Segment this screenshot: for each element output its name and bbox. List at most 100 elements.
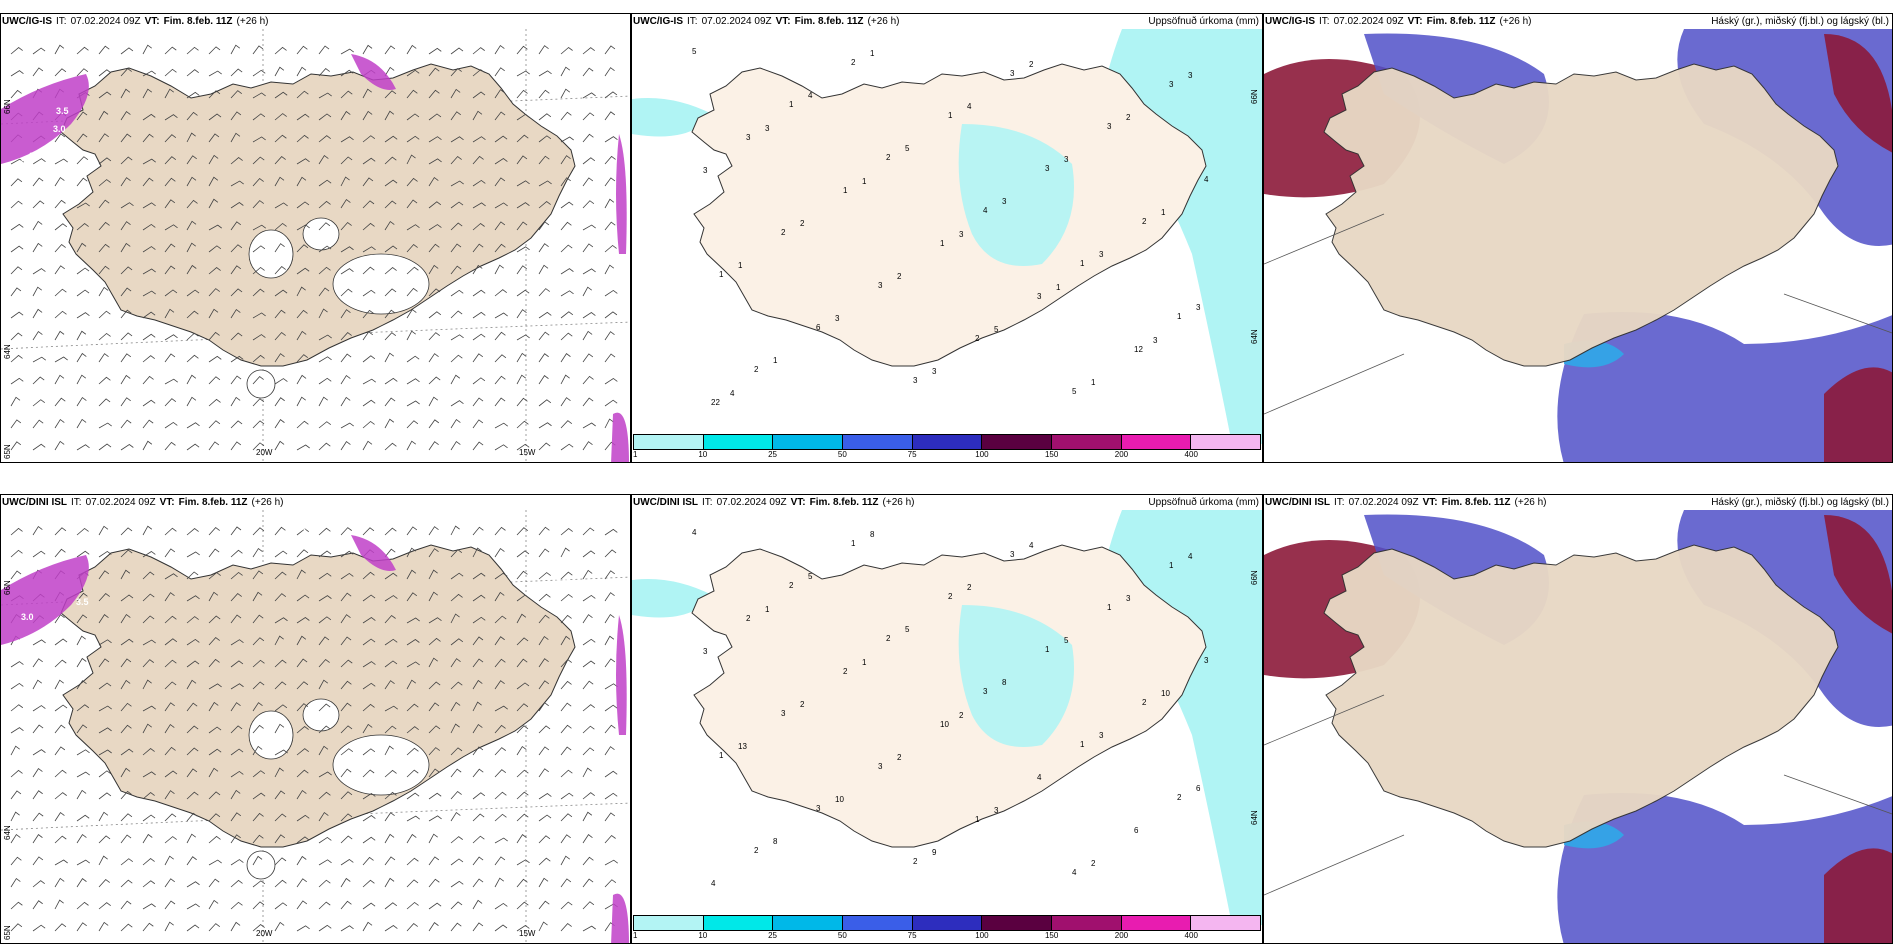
longitude-label: 20W xyxy=(256,929,273,938)
glacier-outline xyxy=(302,698,340,732)
init-time-value: 07.02.2024 09Z xyxy=(1333,16,1404,27)
colorbar-swatch xyxy=(982,435,1053,449)
precipitation-value: 2 xyxy=(967,583,972,592)
precipitation-value: 5 xyxy=(1064,636,1069,645)
init-time-label: IT: xyxy=(687,16,698,27)
precipitation-value: 1 xyxy=(862,658,867,667)
precipitation-value: 3 xyxy=(703,647,708,656)
precipitation-value: 2 xyxy=(800,700,805,709)
contour-label: 2.5 xyxy=(546,557,559,567)
precipitation-value: 3 xyxy=(1099,250,1104,259)
precipitation-value: 3 xyxy=(1010,69,1015,78)
iceland-landmass xyxy=(691,63,1207,367)
precipitation-value: 1 xyxy=(719,270,724,279)
precip-map-canvas: 4223122121213231333141221046455836882510… xyxy=(632,510,1262,925)
precipitation-value: 3 xyxy=(1126,594,1131,603)
precipitation-value: 4 xyxy=(967,102,972,111)
panel-dini-cloud-map: UWC/DINI ISL IT: 07.02.2024 09Z VT: Fim. 8.f… xyxy=(1263,494,1893,944)
precipitation-value: 3 xyxy=(765,124,770,133)
colorbar-swatch xyxy=(1191,435,1261,449)
precipitation-value: 3 xyxy=(1010,550,1015,559)
latitude-label: 64N xyxy=(3,344,12,359)
colorbar-tick-label: 150 xyxy=(1044,931,1059,940)
colorbar-swatch xyxy=(912,435,983,449)
contour-label: 3.0 xyxy=(301,527,314,537)
contour-labels: 3.0 2.5 2.0 3.0 3.5 xyxy=(21,527,569,622)
init-time-label: IT: xyxy=(71,497,82,508)
precipitation-value: 3 xyxy=(1064,155,1069,164)
valid-time-label: VT: xyxy=(775,16,791,27)
colorbar-swatch xyxy=(1052,435,1122,449)
valid-time-value: Fim. 8.feb. 11Z xyxy=(163,16,233,27)
precipitation-value: 3 xyxy=(932,367,937,376)
panel-field-title: Háský (gr.), miðský (fj.bl.) og lágský (… xyxy=(1711,497,1889,508)
latitude-label: 64N xyxy=(1250,329,1259,344)
colorbar-swatch xyxy=(843,435,913,449)
contour-label: 3.5 xyxy=(76,597,89,607)
precipitation-value: 2 xyxy=(1142,698,1147,707)
glacier-outline xyxy=(332,253,430,315)
panel-header: UWC/IG-IS IT: 07.02.2024 09Z VT: Fim. 8.feb.… xyxy=(633,15,1259,29)
glacier-outline xyxy=(248,229,294,279)
map-boundary-lines xyxy=(1264,694,1892,896)
precipitation-value: 1 xyxy=(940,239,945,248)
glacier-outline xyxy=(248,710,294,760)
precipitation-value: 3 xyxy=(913,376,918,385)
panel-field-title: Uppsöfnuð úrkoma (mm) xyxy=(1148,16,1259,27)
colorbar-swatch xyxy=(634,916,704,930)
longitude-label: 15W xyxy=(519,929,536,938)
lead-time: (+26 h) xyxy=(251,497,284,508)
precipitation-value: 3 xyxy=(703,166,708,175)
colorbar-swatch xyxy=(1121,435,1192,449)
precipitation-value: 3 xyxy=(746,133,751,142)
valid-time-label: VT: xyxy=(144,16,160,27)
precipitation-value: 3 xyxy=(1002,197,1007,206)
precipitation-value: 3 xyxy=(816,804,821,813)
wind-barbs xyxy=(10,44,618,451)
precipitation-value: 2 xyxy=(897,272,902,281)
colorbar-tick-label: 10 xyxy=(698,450,708,459)
init-time-label: IT: xyxy=(56,16,67,27)
precipitation-value: 2 xyxy=(1177,793,1182,802)
valid-time-value: Fim. 8.feb. 11Z xyxy=(809,497,879,508)
panel-model-name: UWC/IG-IS xyxy=(2,16,52,27)
precipitation-value: 6 xyxy=(816,323,821,332)
precipitation-value: 4 xyxy=(711,879,716,888)
precipitation-value: 10 xyxy=(1161,689,1170,698)
latitude-label: 64N xyxy=(3,825,12,840)
precipitation-value: 3 xyxy=(959,230,964,239)
colorbar-swatch xyxy=(773,916,844,930)
panel-dini-wind-map: UWC/DINI ISL IT: 07.02.2024 09Z VT: Fim. 8.f… xyxy=(0,494,631,944)
precipitation-values: 5124112213216333423253311312224533311431… xyxy=(692,47,1209,407)
colorbar-swatch xyxy=(843,916,913,930)
precipitation-value: 4 xyxy=(692,528,697,537)
precipitation-value: 2 xyxy=(843,667,848,676)
init-time-value: 07.02.2024 09Z xyxy=(70,16,141,27)
latitude-label: 66N xyxy=(1250,89,1259,104)
panel-header: UWC/DINI ISL IT: 07.02.2024 09Z VT: Fim. 8.f… xyxy=(633,496,1259,510)
precipitation-value: 6 xyxy=(1134,826,1139,835)
lead-time: (+26 h) xyxy=(882,497,915,508)
precipitation-value: 1 xyxy=(773,356,778,365)
init-time-label: IT: xyxy=(1319,16,1330,27)
init-time-value: 07.02.2024 09Z xyxy=(85,497,156,508)
lead-time: (+26 h) xyxy=(1499,16,1532,27)
precipitation-value: 2 xyxy=(959,711,964,720)
precipitation-value: 3 xyxy=(1045,164,1050,173)
panel-model-name: UWC/DINI ISL xyxy=(1265,497,1330,508)
panel-field-title: Uppsöfnuð úrkoma (mm) xyxy=(1148,497,1259,508)
colorbar-swatch xyxy=(634,435,704,449)
precipitation-value: 2 xyxy=(851,58,856,67)
precipitation-value: 4 xyxy=(730,389,735,398)
precipitation-value: 2 xyxy=(781,228,786,237)
precipitation-value: 2 xyxy=(886,153,891,162)
precipitation-value: 4 xyxy=(1072,868,1077,877)
panel-dini-precip-map: UWC/DINI ISL IT: 07.02.2024 09Z VT: Fim. 8.f… xyxy=(631,494,1263,944)
turbulence-shading xyxy=(1,54,629,462)
panel-model-name: UWC/DINI ISL xyxy=(633,497,698,508)
longitude-label: 20W xyxy=(256,448,273,457)
precipitation-value: 8 xyxy=(773,837,778,846)
valid-time-label: VT: xyxy=(159,497,175,508)
precipitation-value: 1 xyxy=(1056,283,1061,292)
precipitation-value: 1 xyxy=(1169,561,1174,570)
